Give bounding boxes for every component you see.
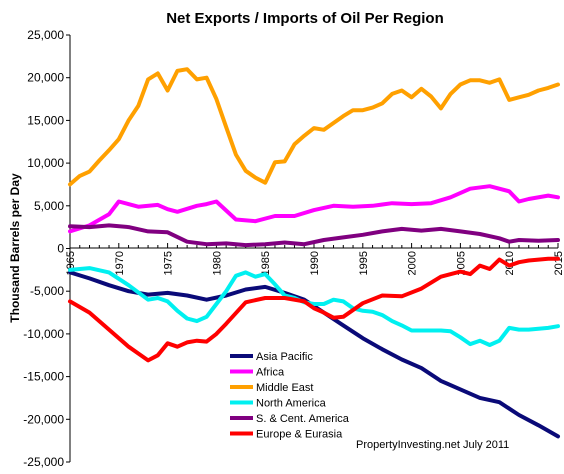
series-line-north-america: [68, 266, 560, 347]
legend-label-africa: Africa: [256, 367, 285, 379]
y-tick-label: 25,000: [27, 28, 64, 42]
x-tick-label: 2015: [553, 251, 564, 275]
y-tick-label: -5,000: [30, 284, 64, 298]
series-line-s-cent-america: [68, 223, 560, 248]
legend-label-europe-eurasia: Europe & Eurasia: [256, 429, 343, 441]
y-tick-label: 10,000: [27, 156, 64, 170]
x-tick-label: 1985: [260, 251, 272, 275]
legend-label-middle-east: Middle East: [256, 382, 313, 394]
y-tick-label: -10,000: [23, 327, 64, 341]
legend-label-s-cent-america: S. & Cent. America: [256, 413, 350, 425]
y-tick-label: 5,000: [34, 199, 64, 213]
series-line-europe-eurasia: [68, 256, 560, 363]
x-tick-label: 1975: [163, 251, 175, 275]
x-tick-label: 1970: [114, 251, 126, 275]
legend: Asia Pacific Africa Middle East North Ameri…: [230, 351, 350, 441]
y-tick-label: -20,000: [23, 412, 64, 426]
x-tick-label: 1980: [211, 251, 223, 275]
series-line-africa: [68, 184, 560, 234]
y-tick-label: 20,000: [27, 71, 64, 85]
y-tick-label: -25,000: [23, 455, 64, 469]
legend-label-asia-pacific: Asia Pacific: [256, 351, 313, 363]
x-tick-label: 1990: [309, 251, 321, 275]
y-tick-label: -15,000: [23, 370, 64, 384]
y-tick-label: 0: [57, 242, 64, 256]
legend-label-north-america: North America: [256, 398, 327, 410]
y-tick-label: 15,000: [27, 113, 64, 127]
plot-area: 25,000 20,000 15,000 10,000 5,000 0 -5,000 -10,…: [23, 28, 564, 469]
series-line-middle-east: [68, 67, 560, 187]
x-tick-label: 1995: [358, 251, 370, 275]
x-tick-label: 2000: [407, 251, 419, 275]
source-annotation: PropertyInvesting.net July 2011: [356, 439, 509, 451]
x-tick-label: 2005: [455, 251, 467, 275]
chart-title: Net Exports / Imports of Oil Per Region: [166, 10, 444, 27]
y-axis-label: Thousand Barrels per Day: [8, 173, 22, 323]
